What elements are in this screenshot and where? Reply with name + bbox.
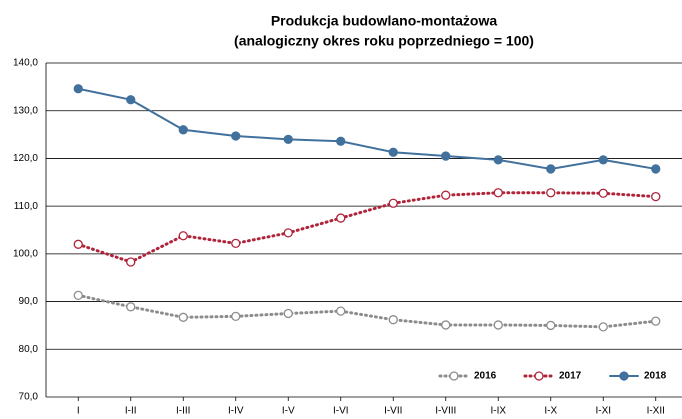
point-marker [441, 151, 451, 161]
legend-marker [619, 371, 629, 381]
y-tick-label: 80,0 [19, 344, 39, 355]
x-tick-label: I-V [282, 406, 295, 417]
point-marker [73, 84, 83, 94]
x-tick-label: I-VII [384, 406, 402, 417]
point-marker [388, 198, 398, 208]
point-marker [388, 315, 398, 325]
series-line [77, 87, 657, 170]
x-tick-label: I-III [176, 406, 190, 417]
point-marker [598, 155, 608, 165]
x-tick-label: I-X [544, 406, 557, 417]
point-marker [441, 190, 451, 200]
point-marker [493, 155, 503, 165]
legend-label: 2018 [644, 371, 667, 382]
point-marker [546, 164, 556, 174]
point-marker [126, 302, 136, 312]
point-marker [493, 320, 503, 330]
point-marker [283, 134, 293, 144]
series-line [76, 191, 658, 264]
y-tick-label: 140,0 [13, 58, 38, 69]
point-marker [598, 322, 608, 332]
point-marker [231, 238, 241, 249]
y-tick-label: 70,0 [19, 392, 39, 403]
x-tick-label: I-VIII [435, 406, 456, 417]
point-marker [493, 188, 503, 198]
point-marker [73, 239, 83, 249]
legend-marker [449, 371, 459, 381]
point-marker [651, 191, 661, 202]
point-marker [336, 213, 346, 223]
x-tick-label: I-VI [333, 406, 349, 417]
x-tick-label: I-IV [228, 406, 244, 417]
point-marker [178, 231, 188, 241]
point-marker [336, 136, 346, 146]
point-marker [178, 312, 188, 322]
point-marker [283, 308, 293, 319]
legend-label: 2017 [559, 371, 582, 382]
point-marker [283, 228, 293, 238]
y-tick-label: 110,0 [14, 201, 39, 212]
point-marker [126, 95, 136, 105]
point-marker [73, 290, 83, 301]
point-marker [546, 320, 556, 331]
point-marker [231, 311, 241, 322]
point-marker [651, 316, 661, 326]
point-marker [336, 306, 346, 316]
point-marker [388, 147, 398, 157]
x-tick-label: I-XI [595, 406, 611, 417]
series-line [76, 293, 658, 329]
point-marker [441, 320, 451, 330]
point-marker [126, 257, 136, 267]
legend-label: 2016 [474, 371, 497, 382]
point-marker [598, 188, 608, 198]
chart-title: Produkcja budowlano-montażowa [271, 13, 498, 29]
x-tick-label: I-IX [490, 406, 506, 417]
point-marker [651, 164, 661, 174]
point-marker [231, 131, 241, 141]
x-tick-label: I [77, 406, 80, 417]
chart-subtitle: (analogiczny okres roku poprzedniego = 1… [234, 33, 534, 49]
y-tick-label: 120,0 [13, 153, 38, 164]
y-tick-label: 130,0 [13, 105, 38, 116]
point-marker [178, 125, 188, 135]
legend-marker [534, 371, 544, 381]
x-tick-label: I-II [125, 406, 137, 417]
x-tick-label: I-XII [647, 406, 665, 417]
point-marker [546, 188, 556, 198]
y-tick-label: 100,0 [13, 248, 38, 259]
y-tick-label: 90,0 [19, 296, 39, 307]
